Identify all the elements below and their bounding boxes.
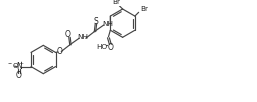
Text: +: + (19, 61, 24, 66)
Text: Br: Br (112, 0, 120, 5)
Text: S: S (94, 17, 98, 26)
Text: O: O (16, 71, 22, 80)
Text: $^-$O: $^-$O (6, 61, 20, 70)
Text: NH: NH (77, 34, 88, 40)
Text: N: N (16, 62, 22, 71)
Text: HO: HO (96, 44, 107, 50)
Text: O: O (56, 47, 62, 56)
Text: NH: NH (102, 21, 113, 27)
Text: O: O (107, 43, 113, 52)
Text: Br: Br (140, 6, 148, 12)
Text: O: O (65, 30, 71, 39)
